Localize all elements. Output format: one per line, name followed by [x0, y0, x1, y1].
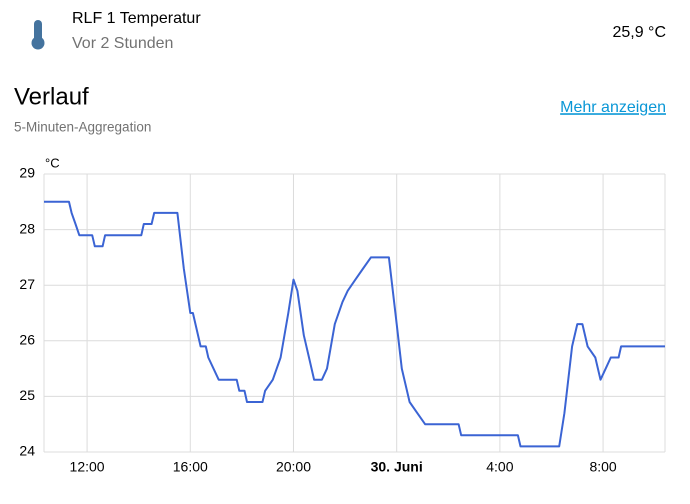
y-tick-label: 29 — [19, 165, 35, 181]
thermometer-icon — [31, 20, 45, 50]
x-tick-label: 12:00 — [70, 459, 105, 475]
section-subtitle: 5-Minuten-Aggregation — [14, 120, 151, 135]
entity-name: RLF 1 Temperatur — [72, 10, 201, 27]
y-tick-label: 24 — [19, 443, 35, 459]
x-tick-label: 30. Juni — [371, 459, 423, 475]
entity-state: 25,9 °C — [612, 24, 666, 41]
x-tick-label: 16:00 — [173, 459, 208, 475]
y-tick-label: 28 — [19, 220, 35, 236]
temperature-line — [44, 200, 665, 448]
x-tick-label: 20:00 — [276, 459, 311, 475]
y-tick-label: 26 — [19, 332, 35, 348]
y-tick-label: 25 — [19, 387, 35, 403]
y-unit: °C — [45, 155, 60, 170]
section-title: Verlauf — [14, 83, 89, 110]
x-tick-label: 8:00 — [589, 459, 616, 475]
last-changed: Vor 2 Stunden — [72, 35, 173, 52]
y-tick-label: 27 — [19, 276, 35, 292]
more-link[interactable]: Mehr anzeigen — [560, 99, 666, 116]
x-tick-label: 4:00 — [486, 459, 513, 475]
